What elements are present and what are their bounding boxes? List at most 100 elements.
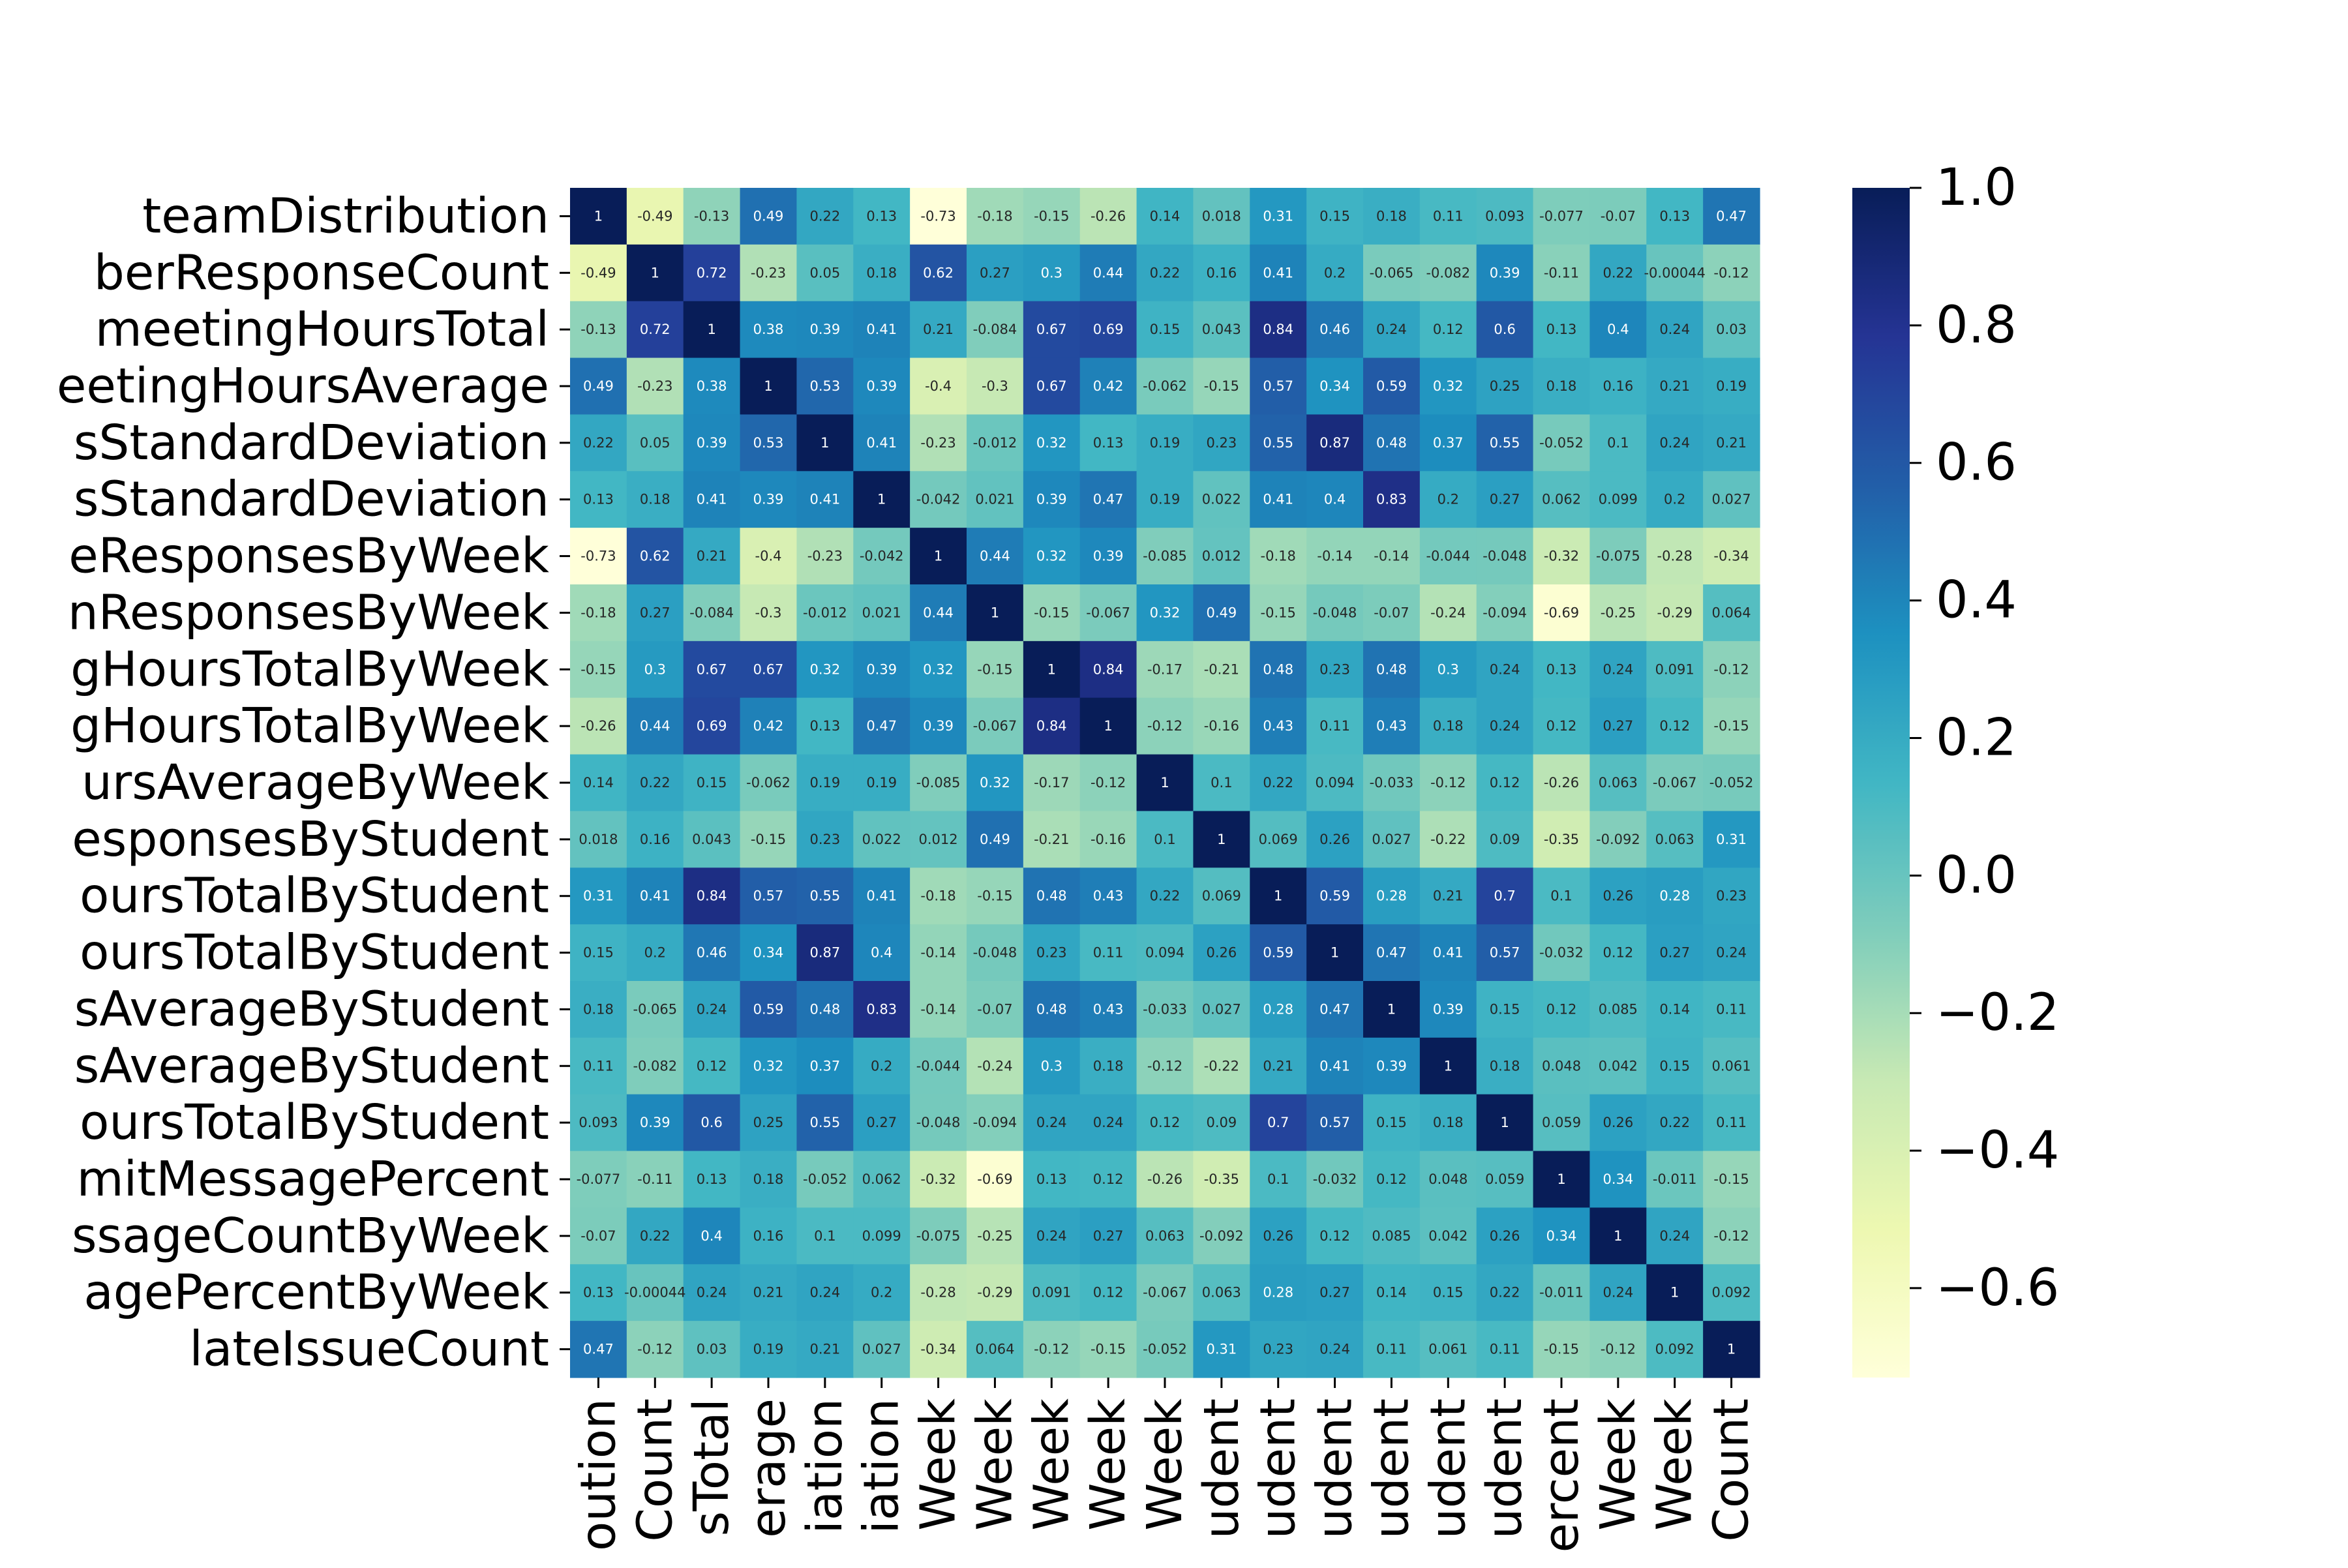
cell-value-label: -0.29 [1657,605,1693,620]
heatmap-cell [1589,301,1647,359]
heatmap-cell [1646,981,1704,1038]
heatmap-cell [910,811,967,868]
heatmap-cell [1306,754,1364,812]
heatmap-cell [683,697,741,755]
heatmap-cell [1703,188,1760,245]
heatmap-cells [570,188,1760,1378]
x-tick-label: Week [1137,1398,1193,1531]
cell-value-label: 0.021 [862,605,901,620]
heatmap-cell [1476,697,1534,755]
heatmap-cell [740,414,798,472]
cell-value-label: 0.27 [1659,945,1690,961]
cell-value-label: 0.41 [809,492,840,507]
cell-value-label: -0.032 [1539,945,1584,961]
cell-value-label: -0.3 [982,378,1008,394]
cell-value-label: 0.6 [1494,322,1515,337]
heatmap-cell [1250,1321,1307,1378]
heatmap-cell [1079,471,1137,528]
heatmap-cell [1646,1207,1704,1265]
heatmap-cell [1419,924,1477,982]
heatmap-cell [1306,924,1364,982]
cell-value-label: 0.16 [1206,265,1237,280]
cell-value-label: 0.83 [1376,492,1407,507]
cell-value-label: 0.39 [640,1115,670,1130]
cell-value-label: 0.39 [866,661,897,677]
cell-value-label: 0.14 [583,775,614,791]
heatmap-cell [1306,981,1364,1038]
heatmap-cell [1476,754,1534,812]
cell-value-label: -0.07 [580,1228,616,1244]
cell-value-label: 0.12 [697,1058,727,1074]
y-tick-label: eResponsesByWeek [68,528,549,584]
cell-value-label: -0.32 [920,1171,956,1187]
heatmap-cell [1533,1321,1591,1378]
heatmap-cell [626,528,684,585]
heatmap-cell [1646,1321,1704,1378]
x-tick-label: Week [911,1398,967,1531]
heatmap-cell [570,754,627,812]
heatmap-cell [683,867,741,925]
heatmap-cell [1250,301,1307,359]
cell-value-label: -0.49 [580,265,616,280]
cell-value-label: 0.15 [583,945,614,961]
cell-value-label: 0.03 [1716,322,1747,337]
cell-value-label: 0.21 [1716,435,1747,451]
heatmap-cell [910,754,967,812]
cell-value-label: 1 [1217,832,1226,847]
heatmap-cell [1250,414,1307,472]
cell-value-label: -0.18 [977,208,1012,224]
cell-value-label: -0.011 [1539,1285,1584,1301]
heatmap-cell [1419,1321,1477,1378]
cell-value-label: 0.43 [1093,1001,1124,1017]
cell-value-label: 0.57 [1263,378,1293,394]
heatmap-cell [1476,641,1534,699]
cell-value-label: -0.23 [807,549,843,564]
heatmap-cell [1193,414,1250,472]
cell-value-label: 0.47 [1716,208,1747,224]
heatmap-cell [1079,584,1137,642]
heatmap-cell [796,188,854,245]
heatmap-cell [1533,357,1591,415]
heatmap-cell [1363,811,1421,868]
heatmap-cell [1703,584,1760,642]
cell-value-label: 0.23 [1263,1342,1293,1357]
cell-value-label: 0.18 [1433,1115,1464,1130]
cell-value-label: 0.3 [1041,1058,1062,1074]
cell-value-label: 0.027 [1372,832,1411,847]
cell-value-label: 0.4 [1607,322,1629,337]
cell-value-label: 0.24 [1036,1228,1067,1244]
cell-value-label: 0.18 [1376,208,1407,224]
cell-value-label: 0.55 [1490,435,1520,451]
cell-value-label: 0.2 [644,945,666,961]
heatmap-cell [1023,1037,1081,1095]
heatmap-cell [1589,1094,1647,1152]
cell-value-label: 0.13 [866,208,897,224]
heatmap-cell [740,697,798,755]
cell-value-label: 0.27 [1603,718,1633,734]
heatmap-cell [570,244,627,302]
cell-value-label: 0.063 [1145,1228,1184,1244]
heatmap-cell [626,1264,684,1321]
cell-value-label: 0.09 [1206,1115,1237,1130]
cell-value-label: 0.2 [1324,265,1346,280]
heatmap-cell [1419,641,1477,699]
cell-value-label: 1 [1331,945,1339,961]
cell-value-label: 0.49 [1206,605,1237,620]
heatmap-cell [1703,301,1760,359]
cell-value-label: -0.075 [916,1228,961,1244]
cell-value-label: 0.13 [1093,435,1124,451]
heatmap-cell [1589,1037,1647,1095]
cell-value-label: -0.18 [580,605,616,620]
heatmap-cell [1193,981,1250,1038]
heatmap-cell [1306,584,1364,642]
heatmap-cell [1363,244,1421,302]
cell-value-label: 0.13 [1546,322,1577,337]
cell-value-label: 0.87 [1319,435,1350,451]
cell-value-label: 1 [1444,1058,1452,1074]
heatmap-cell [1250,1207,1307,1265]
cell-value-label: -0.11 [637,1171,672,1187]
cell-value-label: 0.2 [1664,492,1685,507]
cell-value-label: -0.3 [755,605,782,620]
heatmap-cell [570,1151,627,1209]
x-tick-label: Week [967,1398,1023,1531]
